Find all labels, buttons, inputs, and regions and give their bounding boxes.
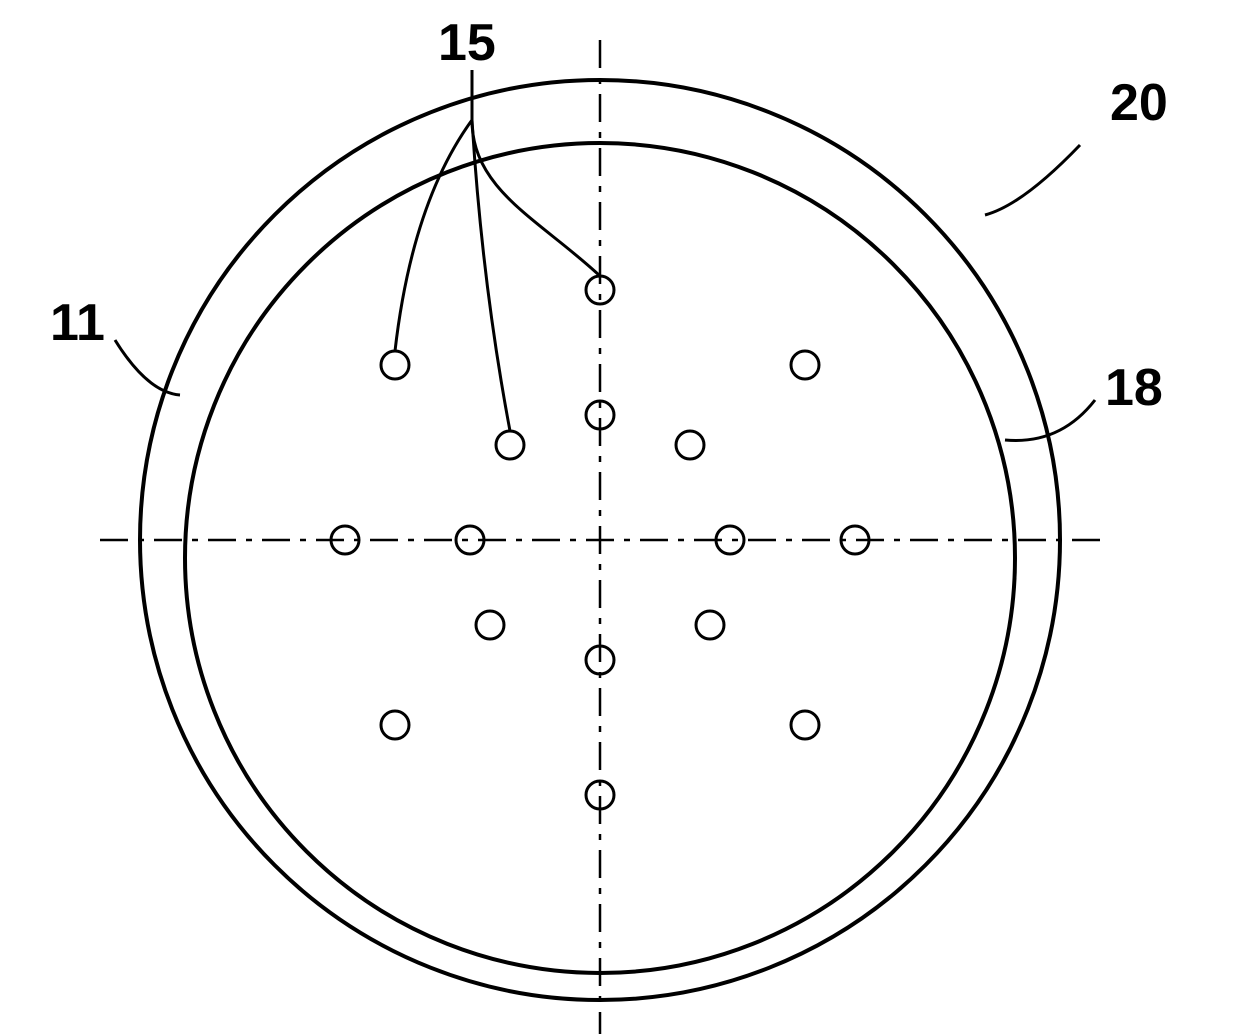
hole xyxy=(676,431,704,459)
hole xyxy=(381,711,409,739)
leader-15-a xyxy=(395,120,472,351)
leader-11 xyxy=(115,340,180,395)
hole xyxy=(791,351,819,379)
hole xyxy=(476,611,504,639)
label-20: 20 xyxy=(1110,74,1168,132)
label-18: 18 xyxy=(1105,359,1163,417)
hole xyxy=(696,611,724,639)
leader-20 xyxy=(985,145,1080,215)
hole xyxy=(381,351,409,379)
hole xyxy=(496,431,524,459)
leader-18 xyxy=(1005,400,1095,441)
leader-15-b xyxy=(472,120,510,431)
label-11: 11 xyxy=(50,294,105,352)
hole xyxy=(791,711,819,739)
technical-diagram: 15 20 11 18 xyxy=(0,0,1240,1034)
label-15: 15 xyxy=(438,14,496,72)
